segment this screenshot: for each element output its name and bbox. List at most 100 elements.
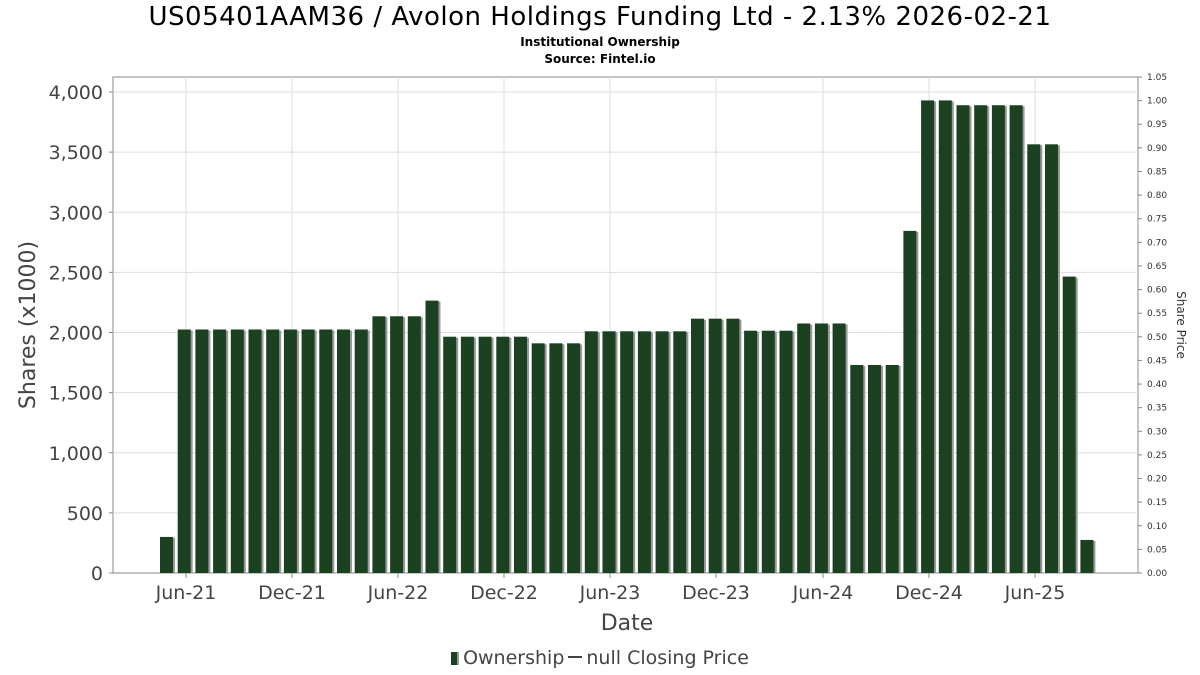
ownership-bar <box>213 329 227 573</box>
y2-tick-label: 0.60 <box>1147 286 1167 296</box>
ownership-bar <box>1009 105 1023 573</box>
ownership-bar <box>301 329 315 573</box>
ownership-bar <box>514 336 527 573</box>
y2-axis-label: Share Price <box>1174 291 1188 359</box>
ownership-bar <box>1080 539 1094 573</box>
y2-tick-label: 0.50 <box>1147 333 1167 343</box>
ownership-bar <box>1027 144 1041 573</box>
y2-tick-label: 0.65 <box>1147 262 1167 272</box>
y2-tick-label: 1.05 <box>1147 73 1167 83</box>
y2-tick-label: 0.30 <box>1147 427 1167 437</box>
y2-tick-label: 0.00 <box>1147 569 1167 579</box>
y2-tick-label: 0.15 <box>1147 498 1167 508</box>
y2-tick-label: 0.20 <box>1147 475 1167 485</box>
ownership-bar <box>797 323 811 573</box>
y2-tick-label: 0.45 <box>1147 356 1167 366</box>
ownership-bar <box>655 331 669 573</box>
closing-price-line-icon <box>568 656 583 658</box>
ownership-bar <box>195 329 209 573</box>
ownership-bar <box>407 316 421 573</box>
right-axis: 0.00 0.05 0.10 0.15 0.20 0.25 0.30 0.35 0.40 0.45… <box>1138 73 1167 579</box>
chart-title: US05401AAM36 / Avolon Holdings Funding L… <box>148 2 1052 32</box>
ownership-bar <box>708 318 722 573</box>
ownership-bar <box>549 343 563 573</box>
x-axis: Jun-21 Dec-21 Jun-22 Dec-22 Jun-23 Dec-23 Jun-… <box>155 573 1066 604</box>
ownership-bar <box>691 318 704 573</box>
x-tick-label: Jun-23 <box>579 582 641 604</box>
y-tick-label: 500 <box>67 503 103 525</box>
ownership-bar <box>531 343 545 573</box>
x-tick-label: Jun-21 <box>155 582 217 604</box>
y2-tick-label: 0.75 <box>1147 215 1167 225</box>
y2-tick-label: 0.10 <box>1147 522 1167 532</box>
y2-tick-label: 0.05 <box>1147 545 1167 555</box>
ownership-bar <box>814 323 828 573</box>
y2-tick-label: 0.90 <box>1147 144 1167 154</box>
ownership-bar <box>1062 276 1076 573</box>
y-tick-label: 2,000 <box>49 323 103 345</box>
y2-tick-label: 0.70 <box>1147 238 1167 248</box>
ownership-bar <box>160 536 173 573</box>
ownership-bar <box>567 343 581 573</box>
legend-closing-price: null Closing Price <box>586 647 749 669</box>
y2-tick-label: 0.55 <box>1147 309 1167 319</box>
ownership-bar <box>885 364 899 573</box>
ownership-bar <box>673 331 687 573</box>
ownership-chart: 05001,0001,5002,0002,5003,0003,5004,000 … <box>16 73 1188 636</box>
ownership-bar <box>744 330 758 573</box>
ownership-bar <box>956 105 970 573</box>
ownership-bar <box>637 331 651 573</box>
y-axis-label: Shares (x1000) <box>16 241 41 409</box>
y-tick-label: 1,500 <box>49 383 103 405</box>
y-tick-label: 1,000 <box>49 443 103 465</box>
y-tick-label: 3,500 <box>49 142 103 164</box>
ownership-bar <box>496 336 510 573</box>
y2-tick-label: 0.25 <box>1147 451 1167 461</box>
ownership-bar <box>443 336 457 573</box>
x-tick-label: Jun-24 <box>792 582 854 604</box>
chart-source: Source: Fintel.io <box>544 52 656 66</box>
x-tick-label: Dec-23 <box>682 582 750 604</box>
ownership-bar <box>974 105 988 573</box>
y-tick-label: 2,500 <box>49 262 103 284</box>
ownership-bar <box>832 323 846 573</box>
ownership-bar <box>726 318 740 573</box>
ownership-bar <box>177 329 191 573</box>
left-axis: 0 500 1,000 1,500 2,000 2,500 3,000 3,500 4,000 <box>49 82 113 585</box>
ownership-bar <box>460 336 474 573</box>
ownership-bar <box>390 316 404 573</box>
y2-tick-label: 0.80 <box>1147 191 1167 201</box>
y2-tick-label: 0.35 <box>1147 404 1167 414</box>
y2-tick-label: 0.95 <box>1147 120 1167 130</box>
ownership-bar <box>425 300 439 573</box>
y-tick-label: 0 <box>91 563 103 585</box>
ownership-bar <box>938 100 952 573</box>
ownership-bar <box>337 329 350 573</box>
ownership-swatch-icon <box>451 652 460 665</box>
x-tick-label: Jun-22 <box>367 582 429 604</box>
ownership-bar <box>266 329 280 573</box>
x-tick-label: Jun-25 <box>1004 582 1066 604</box>
y2-tick-label: 0.85 <box>1147 167 1167 177</box>
ownership-bar <box>779 330 793 573</box>
ownership-bar <box>319 329 333 573</box>
ownership-bar <box>850 364 864 573</box>
chart-subtitle: Institutional Ownership <box>520 35 680 49</box>
ownership-bar <box>478 336 492 573</box>
ownership-bar <box>230 329 244 573</box>
ownership-bar <box>903 230 917 574</box>
ownership-bar <box>868 364 881 573</box>
ownership-bar <box>248 329 262 573</box>
y2-tick-label: 0.40 <box>1147 380 1167 390</box>
x-tick-label: Dec-22 <box>470 582 538 604</box>
y-tick-label: 3,000 <box>49 202 103 224</box>
ownership-bar <box>283 329 297 573</box>
y2-tick-label: 1.00 <box>1147 97 1167 107</box>
ownership-bar <box>620 331 634 573</box>
y-tick-label: 4,000 <box>49 82 103 104</box>
ownership-bar <box>584 331 598 573</box>
x-axis-label: Date <box>601 611 654 636</box>
x-tick-label: Dec-24 <box>895 582 963 604</box>
legend-ownership: Ownership <box>463 647 565 669</box>
ownership-bar <box>372 316 386 573</box>
